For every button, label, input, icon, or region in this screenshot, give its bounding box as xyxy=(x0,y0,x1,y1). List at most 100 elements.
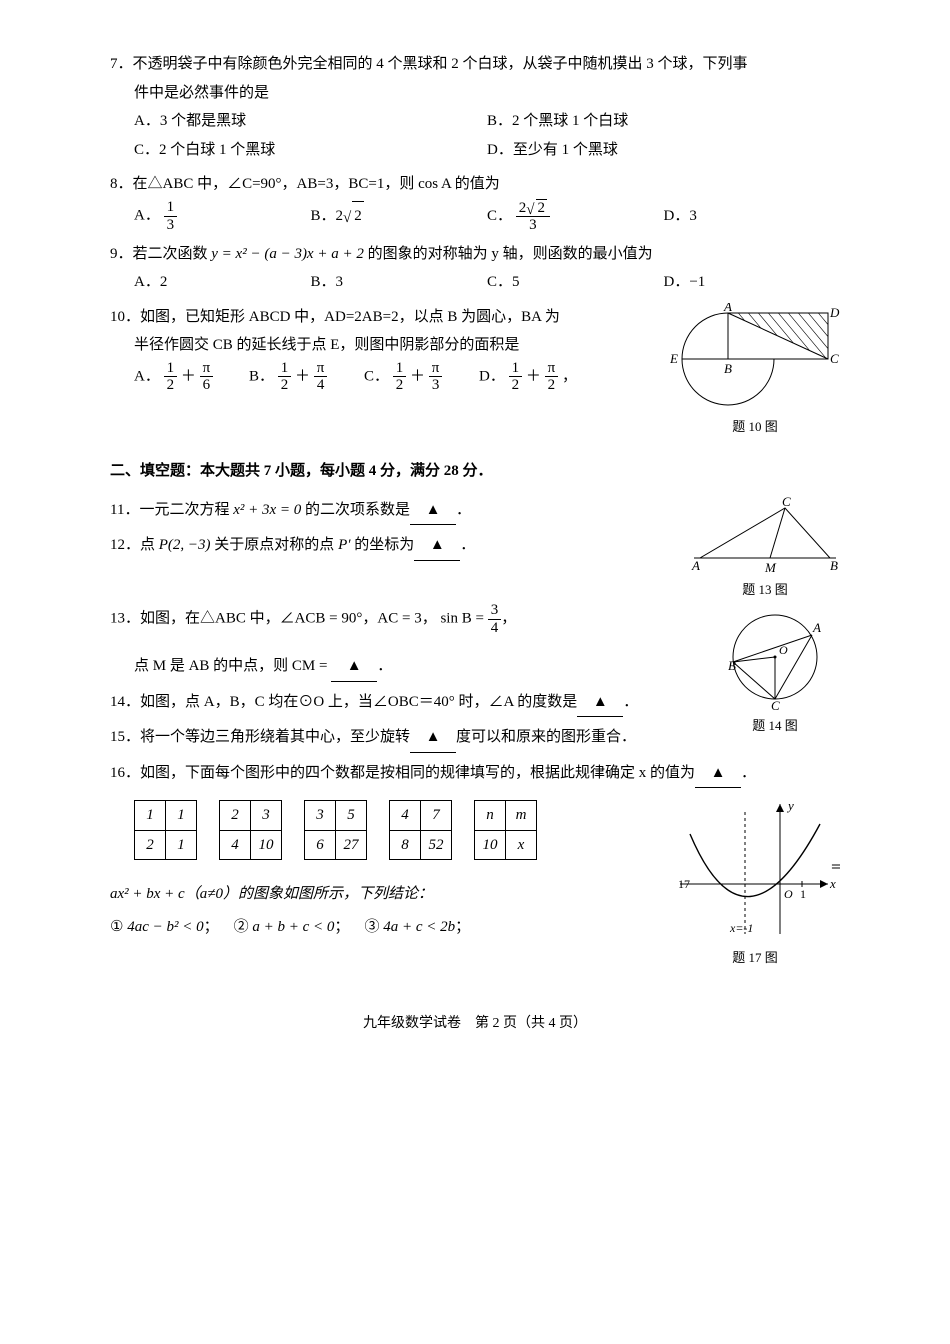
table-cell: 1 xyxy=(166,830,197,860)
q12-pprime: P′ xyxy=(338,537,350,553)
period: ． xyxy=(460,537,475,553)
fraction: 1 3 xyxy=(164,199,178,233)
table-cell: n xyxy=(475,801,506,831)
q9-expr: y = x² − (a − 3)x + a + 2 xyxy=(211,246,364,262)
plus-sign: ＋ xyxy=(526,368,541,384)
q7-optA: A．3 个都是黑球 xyxy=(134,107,487,136)
table-cell: x xyxy=(506,830,537,860)
q8-optB-label: B．2 xyxy=(311,208,344,224)
svg-text:17: 17 xyxy=(678,877,690,891)
svg-text:M: M xyxy=(764,560,777,575)
svg-text:A: A xyxy=(812,620,821,635)
table-cell: 4 xyxy=(390,801,421,831)
blank xyxy=(695,759,741,789)
table-cell: 5 xyxy=(336,801,367,831)
sequence-table: 1121 xyxy=(134,800,197,860)
q7-optD: D．至少有 1 个黑球 xyxy=(487,136,840,165)
svg-text:B: B xyxy=(830,558,838,573)
figure-10-label: 题 10 图 xyxy=(670,415,840,440)
frac-den: 2 xyxy=(278,377,292,394)
table-cell: 10 xyxy=(475,830,506,860)
section-2-title: 二、填空题：本大题共 7 小题，每小题 4 分，满分 28 分． xyxy=(110,457,840,486)
sequence-table: nm10x xyxy=(474,800,537,860)
opt-label: B． xyxy=(249,368,274,384)
sequence-table: 35627 xyxy=(304,800,367,860)
figure-14-label: 题 14 图 xyxy=(710,714,840,739)
q17-conclusions: ① 4ac − b² < 0； ② a + b + c < 0； ③ 4a + … xyxy=(110,913,664,942)
svg-text:D: D xyxy=(829,305,840,320)
svg-text:＝: ＝ xyxy=(830,861,840,876)
svg-text:A: A xyxy=(691,558,700,573)
svg-text:C: C xyxy=(771,698,780,712)
q16-pre: 16．如图，下面每个图形中的四个数都是按相同的规律填写的，根据此规律确定 x 的… xyxy=(110,765,695,781)
q9-options: A．2 B．3 C．5 D．−1 xyxy=(134,268,840,297)
page-footer: 九年级数学试卷 第 2 页（共 4 页） xyxy=(110,1011,840,1038)
q12-post: 的坐标为 xyxy=(351,537,415,553)
q15-post: 度可以和原来的图形重合． xyxy=(456,729,636,745)
q9-optC: C．5 xyxy=(487,268,664,297)
comma: ， xyxy=(501,611,516,627)
table-cell: 4 xyxy=(220,830,251,860)
q13-pre: 13．如图，在△ABC 中，∠ACB = 90°，AC = 3， xyxy=(110,611,437,627)
plus-sign: ＋ xyxy=(181,368,196,384)
table-cell: 3 xyxy=(251,801,282,831)
svg-text:O: O xyxy=(784,887,793,901)
svg-text:E: E xyxy=(670,351,678,366)
q12-mid: 关于原点对称的点 xyxy=(211,537,339,553)
frac-num: 2√2 xyxy=(516,199,550,218)
table-cell: 8 xyxy=(390,830,421,860)
q15-pre: 15．将一个等边三角形绕着其中心，至少旋转 xyxy=(110,729,410,745)
figure-10: A D E B C 题 10 图 xyxy=(670,303,840,440)
q10-optA: A． 12 ＋ π6 xyxy=(134,360,249,394)
period: ． xyxy=(456,502,471,518)
frac-den: 3 xyxy=(429,377,443,394)
q17-expr: ax² + bx + c（a≠0）的图象如图所示，下列结论： xyxy=(110,886,433,902)
q12-pre: 12．点 xyxy=(110,537,159,553)
q8-optB: B．2√2 xyxy=(311,201,488,231)
circled-2: ② xyxy=(234,919,249,935)
q7-options: A．3 个都是黑球 B．2 个黑球 1 个白球 C．2 个白球 1 个黑球 D．… xyxy=(134,107,840,164)
period: ． xyxy=(741,765,756,781)
svg-text:B: B xyxy=(728,658,736,673)
figure-13: C A M B 题 13 图 xyxy=(690,496,840,603)
svg-text:B: B xyxy=(724,361,732,376)
question-8: 8．在△ABC 中，∠C=90°，AB=3，BC=1，则 cos A 的值为 A… xyxy=(110,170,840,234)
sequence-table: 47852 xyxy=(389,800,452,860)
table-cell: 1 xyxy=(166,801,197,831)
opt-label: D． xyxy=(479,368,505,384)
sqrt-value: 2 xyxy=(536,199,548,217)
sequence-tables: 1121234103562747852nm10x xyxy=(134,800,664,860)
q17-c1: 4ac − b² < 0 xyxy=(127,919,203,935)
q8-optC: C． 2√2 3 xyxy=(487,199,664,234)
q9-post: 的图象的对称轴为 y 轴，则函数的最小值为 xyxy=(364,246,653,262)
frac-den: 4 xyxy=(314,377,328,394)
figure-17-label: 题 17 图 xyxy=(670,946,840,971)
table-cell: 52 xyxy=(421,830,452,860)
svg-text:y: y xyxy=(786,798,794,813)
figure-17: x y O x=-1 1 17 ＝ 题 17 图 xyxy=(670,794,840,971)
table-cell: 7 xyxy=(421,801,452,831)
frac-den: 6 xyxy=(200,377,214,394)
q8-optA-label: A． xyxy=(134,207,160,223)
q10-optB: B． 12 ＋ π4 xyxy=(249,360,364,394)
row-q16-q17: 1121234103562747852nm10x ax² + bx + c（a≠… xyxy=(110,794,840,971)
q9-stem: 9．若二次函数 y = x² − (a − 3)x + a + 2 的图象的对称… xyxy=(110,240,840,269)
fraction: 2√2 3 xyxy=(516,199,550,234)
frac-den: 4 xyxy=(488,620,502,637)
frac-den: 3 xyxy=(516,217,550,234)
q10-optD: D． 12 ＋ π2 ， xyxy=(479,360,594,394)
q10-options: A． 12 ＋ π6 B． 12 ＋ π4 C． 12 ＋ π3 D． 12 ＋… xyxy=(134,360,594,394)
blank xyxy=(577,688,623,718)
table-cell: 10 xyxy=(251,830,282,860)
blank xyxy=(410,496,456,526)
blank xyxy=(414,531,460,561)
frac-num: 1 xyxy=(278,360,292,378)
q7-optB: B．2 个黑球 1 个白球 xyxy=(487,107,840,136)
frac-den: 2 xyxy=(545,377,559,394)
q8-options: A． 1 3 B．2√2 C． 2√2 3 D．3 xyxy=(134,199,840,234)
frac-num: 1 xyxy=(509,360,523,378)
question-17-fragment: ax² + bx + c（a≠0）的图象如图所示，下列结论： ① 4ac − b… xyxy=(110,880,664,941)
table-cell: 27 xyxy=(336,830,367,860)
frac-num: π xyxy=(545,360,559,378)
svg-text:C: C xyxy=(830,351,839,366)
